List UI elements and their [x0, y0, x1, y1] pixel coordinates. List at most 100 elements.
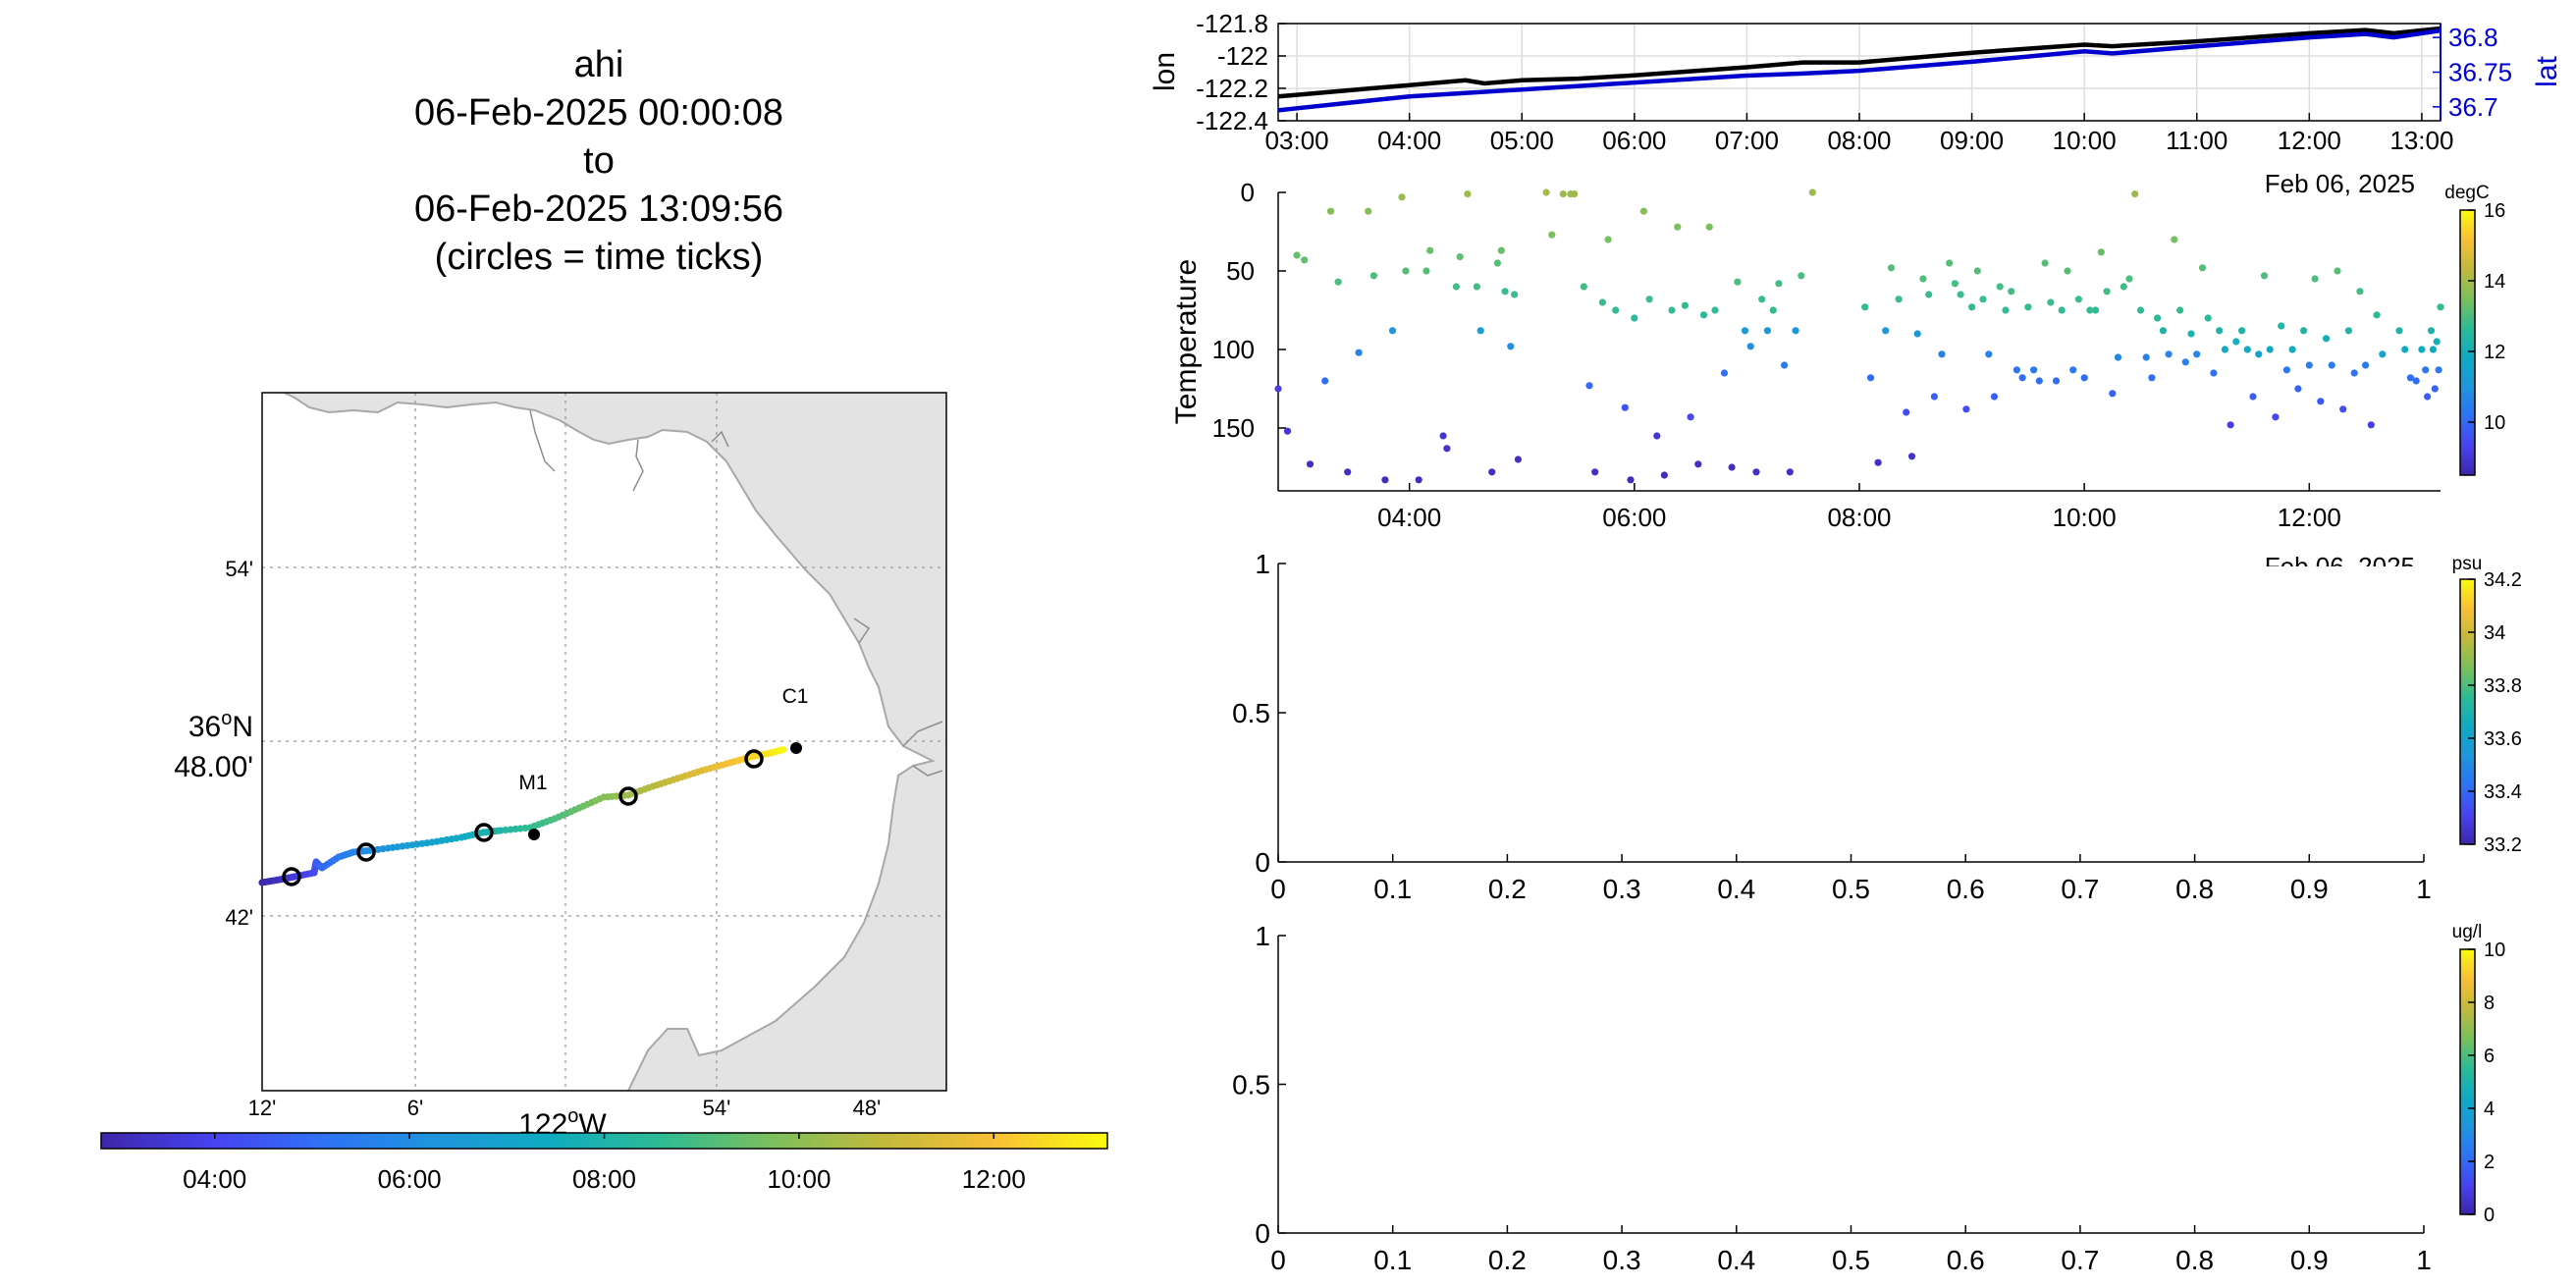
lonlat-date-label: Feb 06, 2025 [2265, 169, 2415, 198]
temperature-point [1585, 382, 1593, 390]
temperature-point [2272, 413, 2280, 421]
temperature-point [1645, 295, 1653, 303]
salinity-x-tick-label: 0.5 [1832, 874, 1870, 904]
temperature-point [1369, 272, 1377, 280]
temperature-point [1493, 259, 1501, 267]
time-tick-circle [356, 842, 376, 862]
temperature-point [2418, 346, 2426, 353]
temperature-point [2422, 366, 2430, 374]
salinity-colorbar-ticks: 34.2 34 33.8 33.6 33.4 33.2 [2468, 569, 2522, 856]
salinity-x-tick-label: 0.4 [1717, 874, 1755, 904]
lonlat-axes: 03:00 04:00 05:00 06:00 07:00 08:00 09:00 10:00… [1196, 9, 2512, 155]
temperature-point [1687, 413, 1694, 421]
temperature-point [2148, 374, 2156, 382]
salinity-x-tick-label: 0.6 [1947, 874, 1985, 904]
lonlat-x-tick-label: 11:00 [2166, 126, 2227, 155]
chlorophyll-x-tick-label: 0.3 [1603, 1245, 1641, 1275]
chlorophyll-y-tick-label: 0.5 [1232, 1070, 1270, 1100]
chlorophyll-colorbar-tick-label: 0 [2484, 1205, 2495, 1226]
temperature-point [1711, 306, 1719, 314]
ship-track [258, 746, 787, 886]
map-panel: C1 M1 54' 42' 36oN 48.00' 12' 6' 54' 48'… [174, 392, 947, 1141]
salinity-colorbar-tick-label: 33.8 [2484, 675, 2522, 697]
header-line-title: ahi [573, 44, 624, 85]
chlorophyll-x-tick-label: 0.6 [1947, 1245, 1985, 1275]
chlorophyll-colorbar-label: ug/l [2452, 922, 2483, 942]
temperature-point [2125, 275, 2133, 283]
salinity-x-tick-label: 0.8 [2175, 874, 2214, 904]
temperature-point [1627, 476, 1635, 484]
temperature-point [1925, 291, 1933, 298]
temperature-point [2002, 306, 2010, 314]
salinity-partial-date: Feb 06, 2025 [2265, 552, 2415, 566]
chlorophyll-x-tick-label: 0.8 [2175, 1245, 2214, 1275]
lonlat-y2-tick-label: 36.7 [2448, 92, 2498, 122]
station-c1-marker [790, 742, 802, 754]
temperature-point [1365, 207, 1372, 215]
chlorophyll-x-tick-label: 0.1 [1373, 1245, 1412, 1275]
time-colorbar-tick-label: 06:00 [378, 1164, 442, 1194]
temperature-point [1501, 288, 1509, 295]
temperature-point [2131, 190, 2139, 198]
lonlat-y-tick-label: -121.8 [1196, 9, 1268, 38]
time-tick-circle [618, 786, 638, 806]
salinity-x-tick-label: 0 [1270, 874, 1286, 904]
temperature-point [2433, 338, 2441, 346]
temperature-x-tick-label: 06:00 [1602, 503, 1666, 532]
temperature-point [1443, 445, 1451, 453]
temperature-point [1398, 193, 1406, 201]
temperature-point [2187, 330, 2195, 338]
temperature-point [1903, 408, 1910, 416]
time-colorbar-tick-label: 10:00 [767, 1164, 831, 1194]
temperature-point [1334, 278, 1342, 286]
temperature-point [2035, 377, 2043, 385]
salinity-y-tick-label: 0 [1255, 847, 1270, 878]
temperature-point [2176, 306, 2184, 314]
temperature-point [1887, 264, 1896, 272]
temperature-point [2052, 377, 2061, 385]
temperature-point [2103, 288, 2111, 295]
time-colorbar-tick-label: 08:00 [572, 1164, 636, 1194]
lonlat-y-tick-label: -122.4 [1196, 106, 1268, 135]
temperature-point [2221, 346, 2228, 353]
lonlat-x-tick-label: 09:00 [1940, 126, 2004, 155]
temperature-point [1476, 327, 1484, 335]
salinity-panel: 0 0.1 0.2 0.3 0.4 0.5 0.6 0.7 0.8 0.9 1 0 0.5 1 psu 3… [1232, 549, 2522, 904]
temperature-point [2424, 393, 2432, 401]
temperature-point [1612, 306, 1620, 314]
temperature-point [1668, 306, 1676, 314]
temperature-point [2165, 350, 2173, 358]
salinity-colorbar [2459, 578, 2476, 845]
temperature-point [2216, 327, 2224, 335]
salinity-y-tick-label: 1 [1255, 549, 1270, 579]
temperature-point [1758, 295, 1766, 303]
temperature-point [2282, 366, 2290, 374]
lonlat-y2label: lat [2531, 55, 2563, 86]
temperature-colorbar [2459, 209, 2476, 476]
salinity-x-tick-label: 0.2 [1488, 874, 1527, 904]
chlorophyll-x-tick-label: 0 [1270, 1245, 1286, 1275]
temperature-point [1660, 471, 1668, 479]
temperature-point [2328, 361, 2335, 369]
temperature-point [1968, 303, 1976, 311]
lonlat-x-tick-label: 04:00 [1377, 126, 1441, 155]
map-lon-tick-12: 12' [248, 1096, 277, 1120]
map-lon-tick-48: 48' [853, 1096, 882, 1120]
chlorophyll-colorbar [2459, 948, 2476, 1215]
temperature-point [1734, 278, 1742, 286]
temperature-point [1293, 251, 1301, 259]
salinity-colorbar-tick-label: 33.4 [2484, 781, 2522, 803]
temperature-y-tick-label: 150 [1212, 413, 1255, 443]
temperature-point [1962, 405, 1970, 413]
temperature-colorbar-tick-label: 16 [2484, 200, 2505, 222]
chlorophyll-x-tick-label: 0.2 [1488, 1245, 1527, 1275]
temperature-point [1741, 327, 1749, 335]
temperature-point [1752, 468, 1760, 476]
temperature-point [2064, 267, 2071, 275]
salinity-colorbar-tick-label: 34.2 [2484, 569, 2522, 591]
temperature-point [1808, 188, 1816, 196]
temperature-point [2227, 421, 2234, 429]
time-colorbar-tick-label: 04:00 [183, 1164, 246, 1194]
temperature-point [1306, 460, 1315, 468]
temperature-point [2362, 361, 2370, 369]
